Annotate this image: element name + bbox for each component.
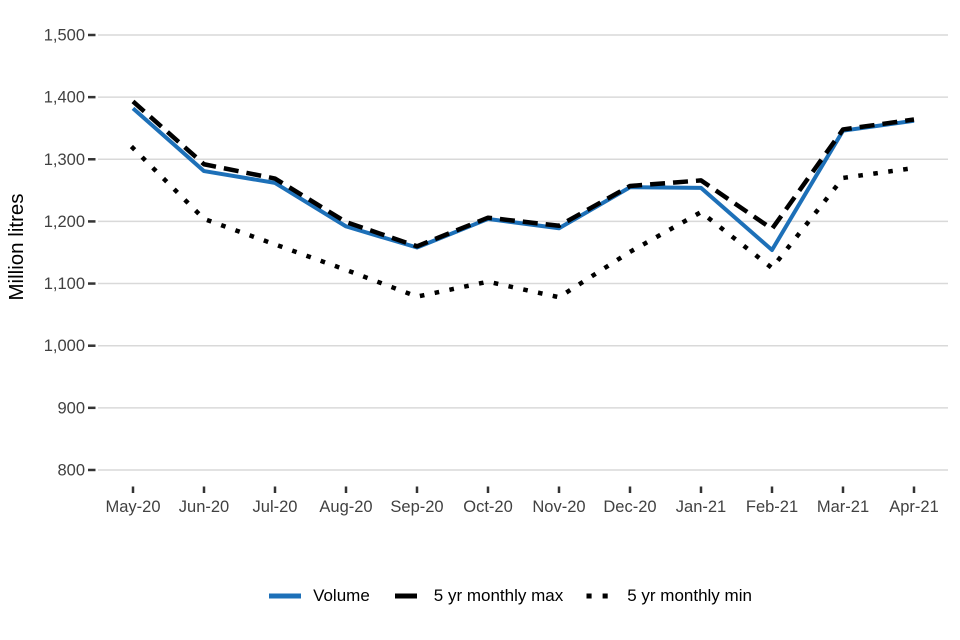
legend-item-dashed: 5 yr monthly max bbox=[389, 586, 563, 606]
legend-swatch-dashed-line-icon bbox=[389, 591, 423, 601]
y-axis-tick-label: 900 bbox=[57, 399, 85, 417]
y-axis-tick-label: 1,000 bbox=[44, 337, 85, 355]
legend-label: 5 yr monthly max bbox=[433, 586, 564, 605]
legend-swatch-dotted-line-icon bbox=[582, 591, 616, 601]
legend-label: Volume bbox=[313, 586, 370, 605]
legend-item-dotted: 5 yr monthly min bbox=[582, 586, 752, 606]
x-axis-tick-label: Feb-21 bbox=[746, 498, 798, 516]
series-line-5-yr-monthly-min bbox=[129, 144, 917, 300]
x-axis-tick-label: Jul-20 bbox=[253, 498, 298, 516]
legend-item-solid: Volume bbox=[268, 586, 370, 606]
chart-legend: Volume 5 yr monthly max 5 yr monthly min bbox=[60, 586, 960, 606]
x-axis-tick-label: Oct-20 bbox=[463, 498, 513, 516]
series-line-5-yr-monthly-max bbox=[131, 99, 915, 249]
y-axis-tick-label: 1,400 bbox=[44, 89, 85, 107]
y-axis-tick-label: 1,200 bbox=[44, 213, 85, 231]
x-axis-tick-label: Apr-21 bbox=[889, 498, 939, 516]
y-axis-tick-label: 1,100 bbox=[44, 275, 85, 293]
legend-label: 5 yr monthly min bbox=[627, 586, 752, 605]
x-axis-tick-label: May-20 bbox=[105, 498, 160, 516]
x-axis-tick-label: Sep-20 bbox=[390, 498, 443, 516]
x-axis-tick-label: Aug-20 bbox=[319, 498, 372, 516]
x-axis-tick-label: Dec-20 bbox=[603, 498, 656, 516]
x-axis-tick-label: Nov-20 bbox=[532, 498, 585, 516]
y-axis-tick-label: 1,300 bbox=[44, 151, 85, 169]
legend-swatch-solid-line-icon bbox=[268, 591, 302, 601]
x-axis-tick-label: Mar-21 bbox=[817, 498, 869, 516]
series-line-volume bbox=[131, 106, 915, 253]
x-axis-tick-label: Jun-20 bbox=[179, 498, 229, 516]
y-axis-tick-label: 1,500 bbox=[44, 27, 85, 45]
chart-plot-area: 1,500 1,400 1,300 1,200 1,100 1,000 900 800 May-… bbox=[5, 27, 948, 516]
y-axis-tick-label: 800 bbox=[57, 461, 85, 479]
y-axis-title: Million litres bbox=[5, 193, 28, 300]
x-axis-tick-label: Jan-21 bbox=[676, 498, 726, 516]
